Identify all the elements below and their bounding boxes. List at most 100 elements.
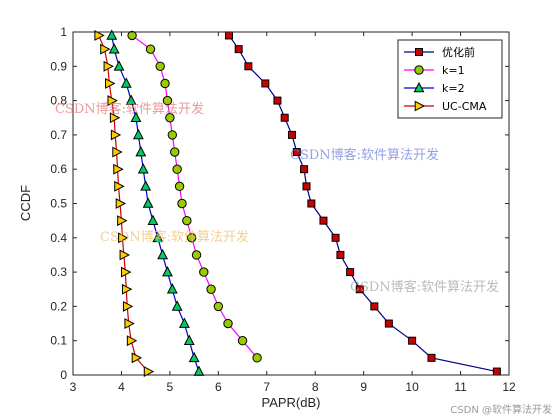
y-tick-label: 0.5: [50, 197, 67, 211]
data-point: [170, 147, 180, 157]
data-point: [127, 30, 137, 41]
y-tick-label: 1: [60, 25, 67, 39]
y-tick-label: 0.8: [50, 94, 67, 108]
data-point: [122, 300, 134, 312]
data-point: [331, 233, 340, 242]
watermarks: CSDN博客:软件算法开发 CSDN博客:软件算法开发 CSDN博客:软件算法开…: [55, 101, 499, 295]
data-point: [125, 94, 137, 105]
data-point: [162, 95, 173, 106]
y-tick-label: 0.2: [50, 299, 67, 313]
y-tick-label: 0.4: [50, 231, 67, 245]
data-point: [355, 285, 364, 294]
y-axis-label: CCDF: [18, 185, 33, 221]
data-point: [117, 215, 128, 227]
data-point: [105, 78, 116, 89]
data-point: [145, 44, 156, 54]
data-point: [112, 146, 123, 158]
data-point: [172, 164, 182, 174]
data-point: [160, 78, 170, 89]
data-point: [244, 62, 253, 71]
x-tick-label: 11: [454, 380, 467, 394]
x-tick-label: 6: [215, 380, 222, 394]
data-point: [100, 43, 111, 55]
watermark-3: CSDN博客:软件算法开发: [100, 229, 249, 245]
data-point: [186, 233, 197, 243]
watermark-4: CSDN博客:软件算法开发: [350, 279, 499, 295]
legend-label: 优化前: [442, 45, 475, 59]
data-point: [178, 317, 190, 328]
data-point: [177, 198, 187, 209]
data-point: [280, 113, 289, 122]
data-point: [147, 214, 159, 225]
watermark-1: CSDN博客:软件算法开发: [55, 101, 204, 117]
data-point: [106, 29, 118, 40]
x-tick-label: 8: [312, 380, 319, 394]
data-point: [273, 96, 282, 105]
data-point: [188, 351, 200, 363]
data-point: [166, 283, 178, 294]
data-point: [135, 145, 147, 157]
data-point: [223, 318, 233, 329]
data-point: [292, 148, 301, 157]
x-tick-label: 4: [118, 380, 125, 394]
data-point: [261, 79, 270, 88]
data-point: [319, 216, 328, 225]
data-point: [237, 336, 248, 346]
data-point: [103, 60, 114, 72]
data-point: [109, 112, 121, 124]
data-point: [107, 95, 118, 107]
data-point: [94, 30, 105, 41]
data-point: [174, 181, 185, 192]
y-tick-label: 0.1: [50, 334, 67, 348]
series-3: [106, 29, 205, 376]
data-point: [162, 266, 173, 277]
data-point: [206, 284, 216, 294]
data-point: [124, 318, 135, 329]
data-point: [213, 301, 224, 312]
data-point: [307, 199, 316, 208]
data-point: [384, 319, 393, 328]
data-point: [137, 163, 149, 174]
data-point: [119, 249, 130, 261]
data-point: [182, 215, 192, 226]
data-point: [113, 163, 124, 175]
data-point: [121, 283, 133, 295]
data-point: [130, 111, 142, 123]
y-tick-label: 0: [60, 368, 67, 382]
legend-marker: [414, 100, 426, 112]
series-4: [94, 30, 155, 377]
legend-marker: [414, 65, 424, 75]
data-point: [336, 250, 345, 259]
legend-item: UC-CMA: [404, 100, 487, 113]
data-point: [118, 232, 129, 244]
y-tick-label: 0.3: [50, 265, 67, 279]
legend-marker: [415, 48, 423, 56]
data-point: [140, 180, 152, 191]
data-point: [234, 45, 243, 54]
data-point: [152, 231, 164, 243]
legend-label: k=1: [442, 64, 465, 77]
series-2: [127, 30, 262, 363]
data-point: [370, 302, 379, 311]
data-point: [492, 367, 501, 376]
data-point: [115, 198, 127, 209]
legend-item: k=2: [404, 81, 465, 95]
data-point: [167, 130, 178, 140]
x-tick-label: 5: [167, 380, 174, 394]
data-point: [131, 352, 143, 364]
x-tick-label: 7: [263, 380, 270, 394]
data-point: [143, 366, 155, 377]
y-tick-label: 0.7: [50, 128, 67, 142]
data-point: [108, 43, 120, 54]
data-point: [126, 335, 138, 347]
csdn-credit: CSDN @软件算法开发: [450, 403, 552, 416]
legend-label: k=2: [442, 82, 465, 95]
y-tick-label: 0.6: [50, 162, 67, 176]
legend: 优化前 k=1 k=2 UC-CMA: [397, 39, 503, 119]
x-axis-label: PAPR(dB): [262, 395, 321, 410]
ticks-layer: 3 4 5 6 7 8 9 10 11 12 0 0.1 0.2 0.3 0.4 0.5 0.6 0.7 0.8 0.…: [50, 25, 516, 394]
data-point: [408, 336, 417, 345]
data-point: [142, 197, 154, 208]
data-point: [155, 61, 165, 72]
